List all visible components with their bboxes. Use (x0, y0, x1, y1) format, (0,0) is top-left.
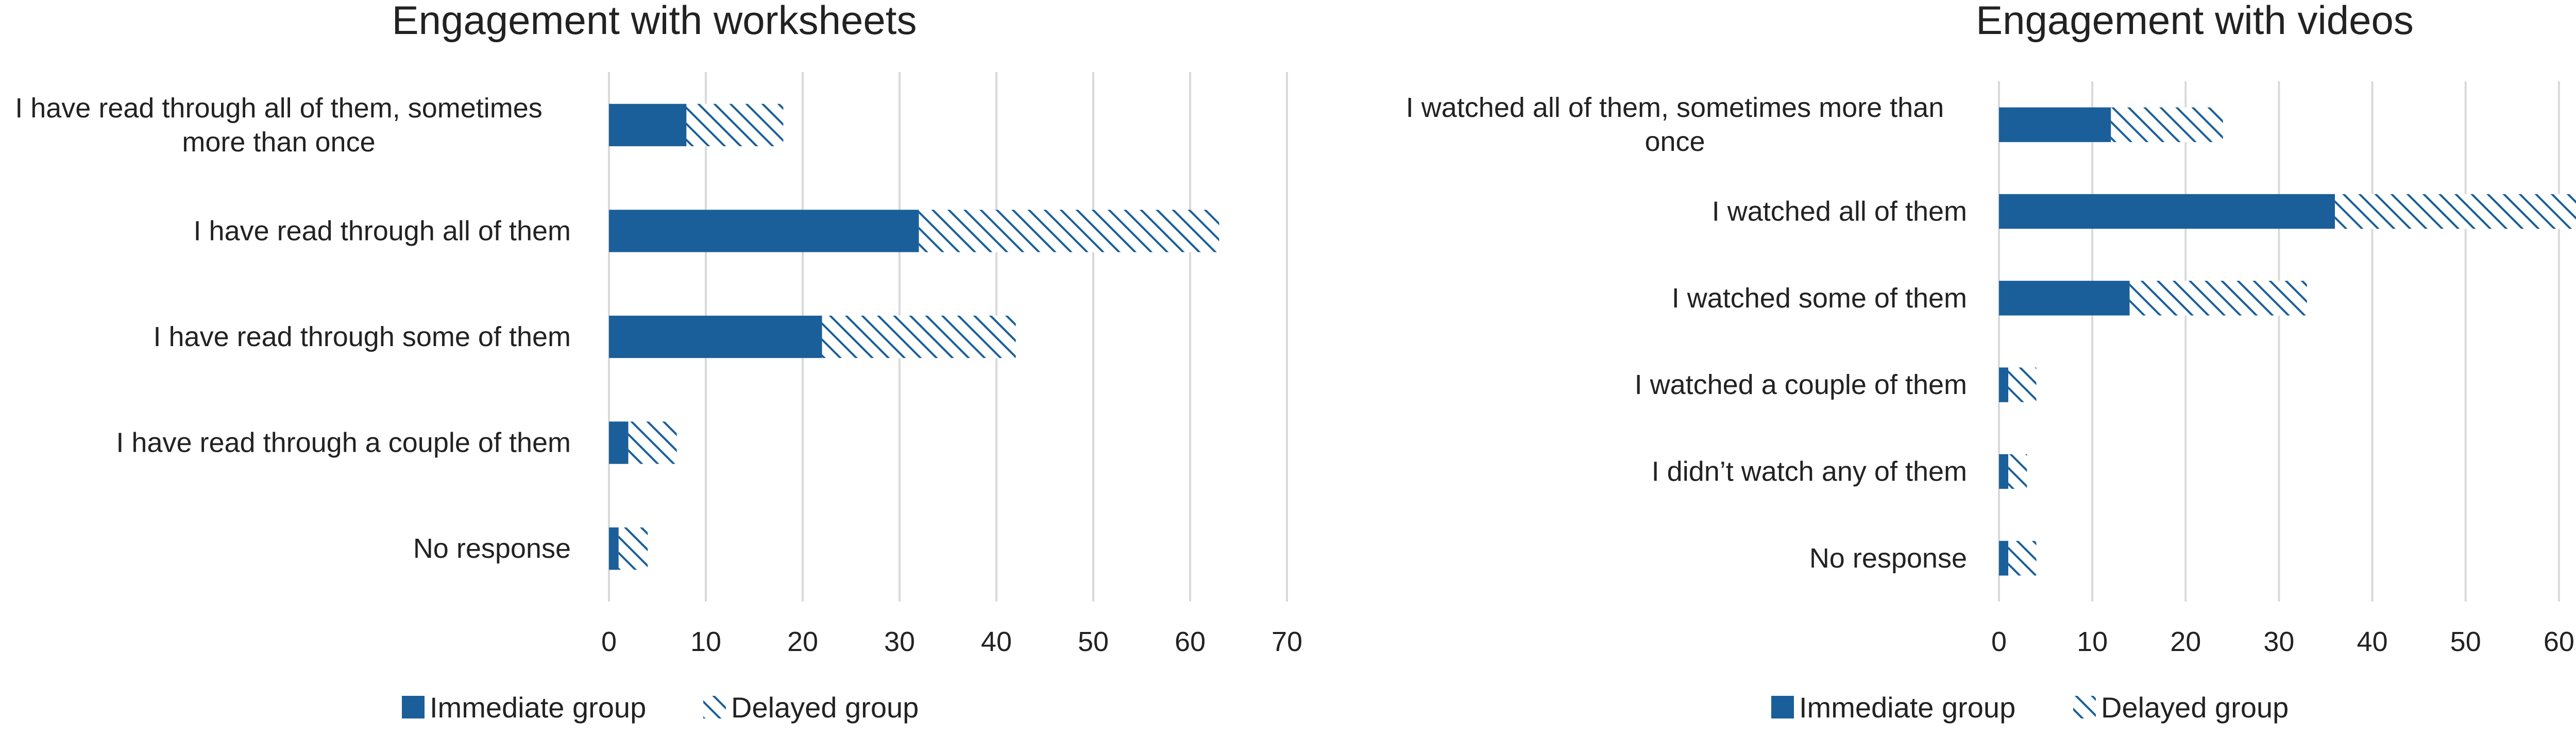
x-tick-label: 40 (2357, 626, 2388, 657)
bar-immediate (1999, 107, 2111, 142)
bar-immediate (609, 104, 687, 146)
x-tick-label: 30 (2263, 626, 2294, 657)
legend-immediate-swatch (402, 696, 425, 718)
x-tick-label: 50 (1078, 626, 1109, 657)
bar-immediate (609, 527, 619, 570)
category-label: I watched all of them, sometimes more th… (1406, 92, 1944, 157)
bar-delayed (2335, 194, 2576, 229)
legend-delayed-swatch (703, 696, 726, 718)
bar-delayed (686, 104, 784, 146)
x-tick-label: 40 (981, 626, 1012, 657)
bar-delayed (618, 527, 648, 570)
bar-delayed (628, 421, 677, 464)
category-label: No response (413, 533, 571, 564)
category-label: No response (1809, 543, 1967, 574)
category-label: I have read through some of them (154, 321, 571, 352)
chart-title: Engagement with videos (1976, 0, 2414, 43)
bar-immediate (609, 210, 919, 252)
bar-delayed (2008, 367, 2037, 402)
x-tick-label: 30 (884, 626, 915, 657)
legend-immediate-label: Immediate group (430, 691, 646, 724)
x-tick-label: 60 (2544, 626, 2574, 657)
bar-immediate (1999, 281, 2130, 316)
x-tick-label: 60 (1175, 626, 1206, 657)
bar-delayed (2008, 541, 2037, 576)
bar-delayed (919, 210, 1219, 252)
bar-immediate (1999, 367, 2009, 402)
bar-immediate (609, 421, 629, 464)
category-label: I have read through all of them, sometim… (15, 93, 543, 158)
worksheets-chart: Engagement with worksheets 0 10 20 30 40 50 60 7… (15, 0, 1302, 724)
bar-delayed (822, 315, 1016, 358)
category-label: I didn’t watch any of them (1652, 456, 1967, 487)
legend-delayed-label: Delayed group (2101, 691, 2289, 724)
legend-delayed-swatch (2073, 696, 2096, 718)
x-tick-label: 20 (2170, 626, 2201, 657)
x-tick-label: 70 (1272, 626, 1302, 657)
x-tick-label: 20 (787, 626, 818, 657)
category-label: I watched a couple of them (1635, 369, 1967, 400)
legend-immediate-label: Immediate group (1799, 691, 2015, 724)
bar-immediate (609, 315, 822, 358)
x-tick-label: 0 (601, 626, 617, 657)
x-tick-label: 0 (1991, 626, 2007, 657)
bar-immediate (1999, 541, 2009, 576)
x-tick-label: 50 (2450, 626, 2481, 657)
bar-immediate (1999, 454, 2009, 489)
legend-immediate-swatch (1771, 696, 1794, 718)
legend-delayed-label: Delayed group (731, 691, 919, 724)
category-label: I have read through all of them (194, 215, 571, 246)
bar-delayed (2008, 454, 2027, 489)
bar-delayed (2129, 281, 2307, 316)
category-label: I watched all of them (1712, 196, 1967, 227)
videos-chart: Engagement with videos010203040506070I w… (1406, 0, 2576, 724)
x-tick-label: 10 (690, 626, 721, 657)
x-tick-label: 10 (2077, 626, 2108, 657)
bar-immediate (1999, 194, 2335, 229)
category-label: I have read through a couple of them (116, 427, 571, 458)
bar-delayed (2111, 107, 2223, 142)
category-label: I watched some of them (1672, 283, 1967, 314)
chart-title: Engagement with worksheets (392, 0, 917, 43)
